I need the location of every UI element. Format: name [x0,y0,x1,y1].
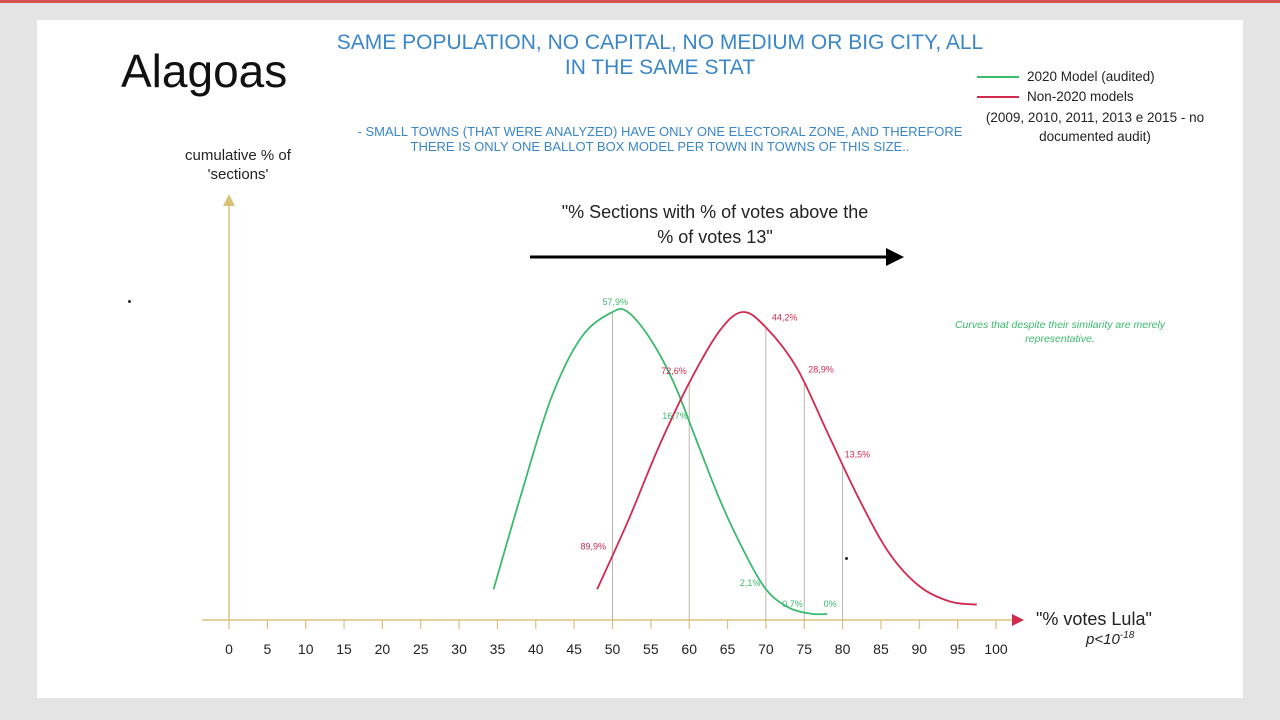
stray-dot [128,300,131,303]
legend-label-red: Non-2020 models [1027,89,1134,104]
window-top-border [0,0,1280,3]
x-tick-label: 5 [263,641,271,657]
stray-dot [845,557,848,560]
x-tick-label: 65 [720,641,736,657]
data-label: 72,6% [661,366,687,376]
x-tick-label: 20 [375,641,391,657]
legend-swatch-green [977,76,1019,78]
x-tick-label: 60 [681,641,697,657]
data-label: 57,9% [603,297,629,307]
legend-item-green: 2020 Model (audited) [975,68,1215,88]
page-title: Alagoas [121,45,288,97]
legend-label-green: 2020 Model (audited) [1027,69,1155,84]
x-tick-label: 35 [490,641,506,657]
x-tick-label: 100 [984,641,1008,657]
x-tick-label: 70 [758,641,774,657]
x-tick-label: 90 [912,641,928,657]
y-axis-label: cumulative % of 'sections' [185,147,291,183]
data-label: 0,7% [782,599,803,609]
x-tick-label: 10 [298,641,314,657]
x-tick-label: 15 [336,641,352,657]
legend-item-red: Non-2020 models [975,88,1215,108]
x-tick-label: 75 [796,641,812,657]
chart-axes [202,194,1024,626]
p-value-exponent: -18 [1119,630,1135,641]
legend-swatch-red [977,96,1019,98]
data-label: 2,1% [740,578,761,588]
arrow-label: "% Sections with % of votes above the % … [561,202,869,247]
x-tick-label: 55 [643,641,659,657]
x-tick-label: 45 [566,641,582,657]
data-label: 16,7% [662,411,688,421]
subnote: - SMALL TOWNS (THAT WERE ANALYZED) HAVE … [357,124,963,154]
x-tick-label: 80 [835,641,851,657]
p-value-base: p<10 [1086,631,1120,648]
x-tick-label: 0 [225,641,233,657]
data-label: 13,5% [845,449,871,459]
slide [37,20,1243,698]
chart-guide-lines [612,312,843,620]
data-label: 89,9% [581,541,607,551]
series-line-green [492,307,828,616]
x-axis-label: "% votes Lula" [1036,609,1152,629]
x-tick-label: 25 [413,641,429,657]
x-tick-label: 30 [451,641,467,657]
legend: 2020 Model (audited) Non-2020 models (20… [975,68,1215,146]
x-tick-label: 40 [528,641,544,657]
data-label: 28,9% [808,365,834,375]
x-tick-label: 50 [605,641,621,657]
p-value: p<10-18 [1086,630,1134,648]
headline: SAME POPULATION, NO CAPITAL, NO MEDIUM O… [336,31,984,79]
chart-annotations: 57,9% 16,7% 2,1% 0,7% 0% 89,9% 72,6% 44,2% 28,9%… [581,297,871,609]
x-tick-label: 85 [873,641,889,657]
chart-x-ticks: 0 5 10 15 20 25 30 35 40 45 50 55 60 65 70 75 80 85 90 95 10… [225,620,1008,657]
legend-note: (2009, 2010, 2011, 2013 e 2015 - no docu… [985,110,1205,144]
series-line-red [596,311,977,606]
data-label: 0% [824,599,837,609]
curve-note: Curves that despite their similarity are… [954,319,1166,345]
x-tick-label: 95 [950,641,966,657]
data-label: 44,2% [772,312,798,322]
chart-curves [492,307,977,616]
